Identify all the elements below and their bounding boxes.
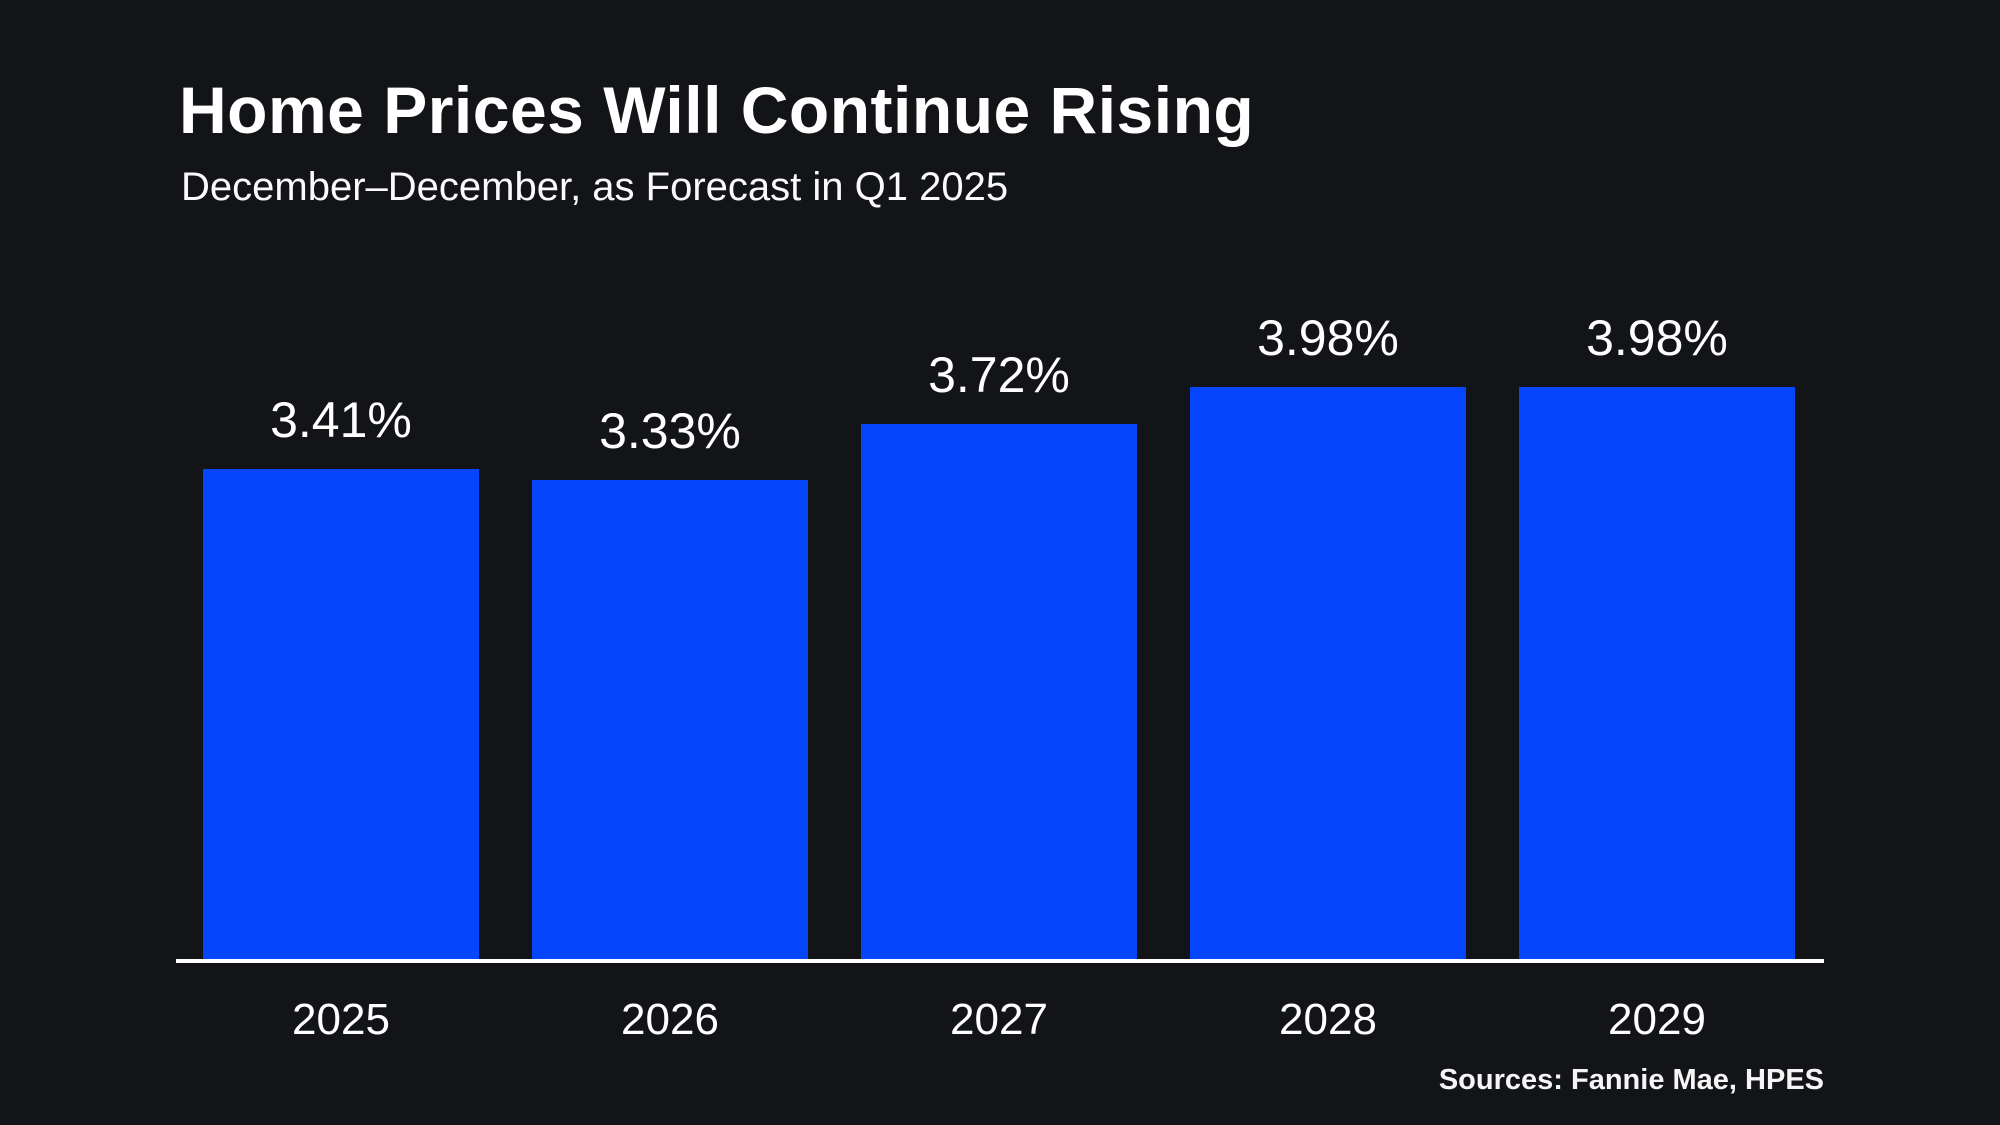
x-axis-label: 2026 [621,995,719,1044]
page-title: Home Prices Will Continue Rising [179,73,1255,147]
bar-value-label: 3.98% [1257,310,1399,366]
x-axis-label: 2028 [1279,995,1377,1044]
x-axis-label: 2029 [1608,995,1706,1044]
x-axis-label: 2025 [292,995,390,1044]
bar-value-label: 3.72% [928,347,1070,403]
source-note: Sources: Fannie Mae, HPES [1438,1064,1824,1096]
bar-chart: 3.41% 2025 3.33% 2026 3.72% 2027 3.98% 2028 3.98… [176,300,1824,1044]
x-axis-label: 2027 [950,995,1048,1044]
page-subtitle: December–December, as Forecast in Q1 202… [181,165,1009,209]
bar-rect [203,469,479,959]
bar-rect [1190,387,1466,959]
bar-rect [861,424,1137,959]
bar-rect [532,480,808,959]
bar-value-label: 3.98% [1586,310,1728,366]
bar-rect [1519,387,1795,959]
bar-value-label: 3.33% [599,403,741,459]
bar-value-label: 3.41% [270,392,412,448]
